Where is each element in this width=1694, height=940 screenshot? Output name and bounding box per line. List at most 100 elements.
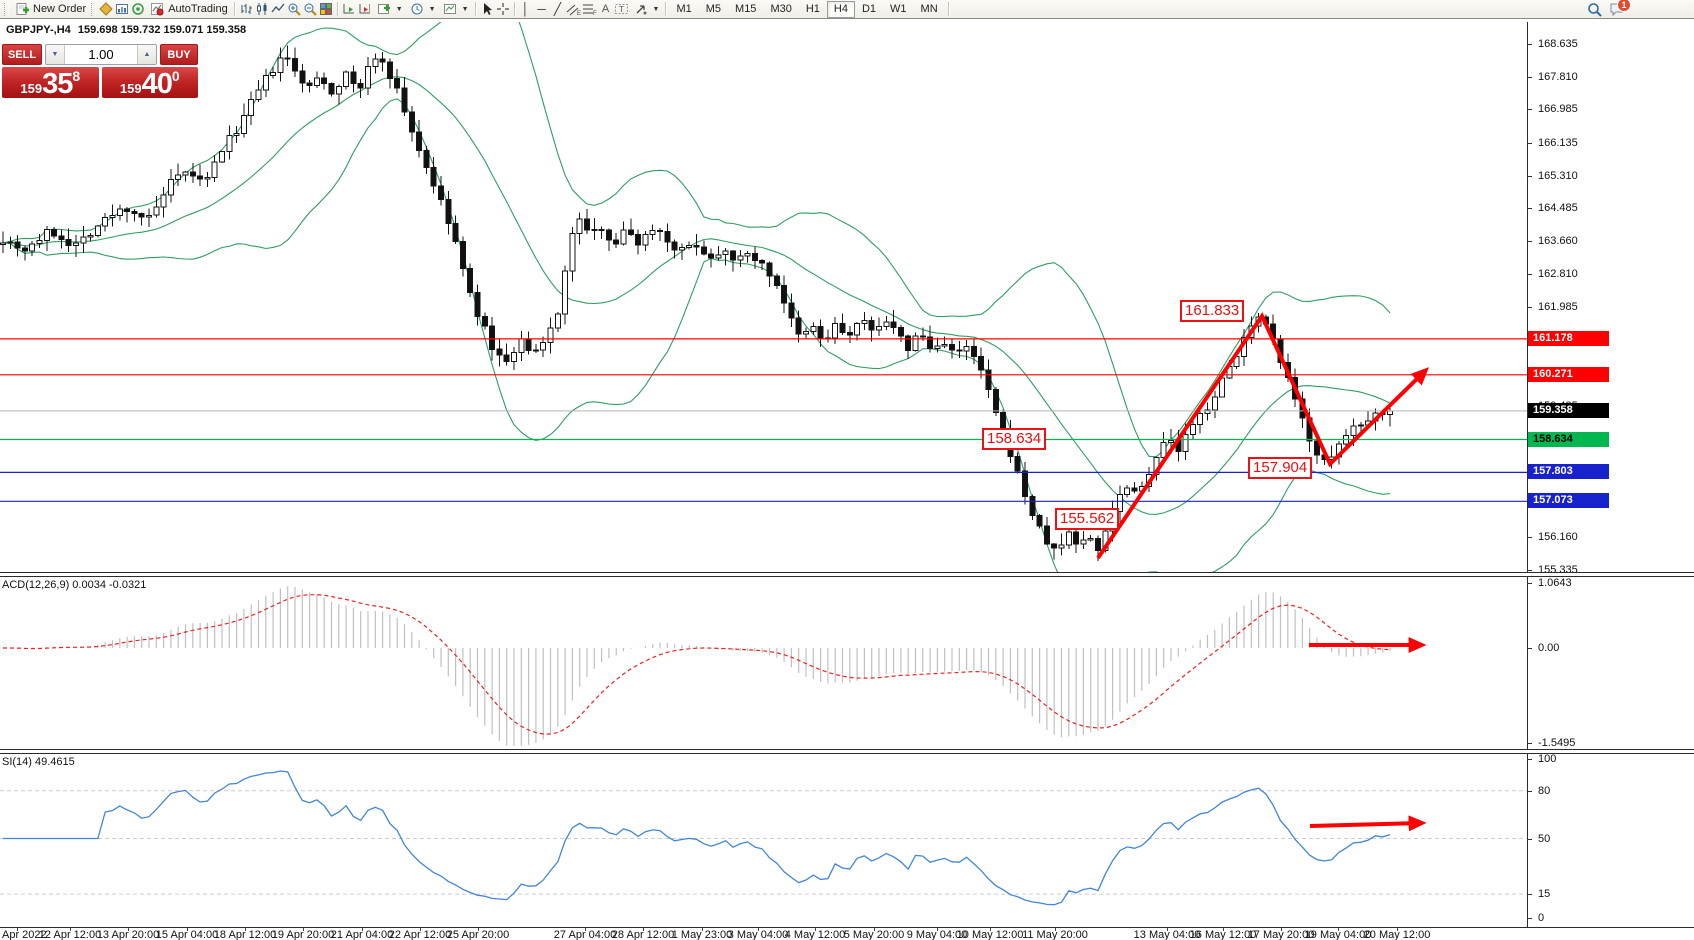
macd-histogram — [9, 586, 1391, 746]
bar-chart-icon[interactable] — [238, 2, 254, 17]
templates-button[interactable]: ▼ — [439, 1, 472, 18]
autotrading-button[interactable]: AutoTrading — [146, 1, 231, 18]
sell-button[interactable]: SELL — [2, 44, 42, 65]
timeframe-group: M1 M5 M15 M30 H1 H4 D1 W1 MN — [669, 0, 944, 18]
line-chart-icon[interactable] — [270, 2, 286, 17]
metaeditor-icon[interactable] — [98, 2, 114, 17]
time-axis-line — [0, 927, 1694, 928]
chart-shift-icon[interactable] — [357, 2, 373, 17]
lot-decrease-button[interactable]: ▼ — [46, 45, 65, 64]
tab-timeframe-M30[interactable]: M30 — [770, 2, 792, 15]
notifications-icon[interactable]: 1 — [1608, 0, 1631, 17]
fibonacci-tool-icon[interactable]: F — [582, 2, 598, 17]
time-axis-tickmark — [1223, 927, 1224, 931]
tab-timeframe-M15[interactable]: M15 — [735, 2, 757, 15]
arrows-tool-button[interactable]: ▼ — [630, 1, 663, 18]
tab-timeframe-M5[interactable]: M5 — [705, 2, 722, 15]
new-order-label: New Order — [33, 3, 87, 15]
buy-price-prefix: 159 — [119, 81, 142, 96]
horizontal-line-tool-icon[interactable]: ─ — [537, 2, 546, 16]
time-axis-tickmark — [643, 927, 644, 931]
sell-price-display[interactable]: 159 35 8 — [2, 67, 99, 99]
crosshair-icon[interactable] — [495, 2, 511, 17]
cursor-icon[interactable] — [479, 2, 495, 17]
vertical-line-tool-icon[interactable]: │ — [521, 2, 530, 16]
price-annotation-155.562[interactable]: 155.562 — [1055, 508, 1120, 530]
text-label-tool-icon[interactable]: T — [614, 2, 630, 17]
price-axis-tickmark — [1527, 570, 1532, 571]
tab-timeframe-M1[interactable]: M1 — [676, 2, 692, 15]
pane-separator-macd[interactable] — [0, 572, 1694, 577]
add-indicator-button[interactable]: ▼ — [373, 1, 406, 18]
time-axis-label: 15 Apr 04:00 — [155, 929, 219, 940]
buy-price-big: 40 — [141, 68, 173, 100]
buy-button[interactable]: BUY — [160, 44, 198, 65]
tile-windows-icon[interactable] — [318, 2, 334, 17]
time-axis-label: 13 May 04:00 — [1133, 929, 1201, 940]
text-tool-icon[interactable]: A — [601, 3, 610, 15]
macd-axis-tick: -1.5495 — [1538, 737, 1576, 749]
price-annotation-157.904[interactable]: 157.904 — [1248, 457, 1313, 479]
new-order-button[interactable]: New Order — [11, 1, 89, 18]
toolbar-separator — [947, 2, 949, 16]
zoom-in-icon[interactable] — [286, 2, 302, 17]
tab-timeframe-H1[interactable]: H1 — [805, 2, 820, 15]
search-icon[interactable] — [1586, 2, 1602, 17]
buy-price-display[interactable]: 159 40 0 — [101, 67, 198, 100]
signals-icon[interactable] — [130, 2, 146, 17]
price-badge-161.178: 161.178 — [1528, 331, 1609, 346]
tab-timeframe-W1[interactable]: W1 — [890, 2, 907, 15]
macd-indicator-label: ACD(12,26,9) 0.0034 -0.0321 — [2, 579, 147, 591]
price-badge-158.634: 158.634 — [1528, 432, 1609, 447]
toolbar-grip[interactable] — [91, 2, 97, 16]
rsi-axis-tick: 15 — [1538, 888, 1551, 900]
price-axis-tickmark — [1527, 109, 1532, 110]
price-axis-tickmark — [1527, 537, 1532, 538]
pane-separator-rsi[interactable] — [0, 749, 1694, 754]
equidistant-channel-tool-icon[interactable]: E — [566, 2, 582, 17]
zoom-out-icon[interactable] — [302, 2, 318, 17]
candlesticks[interactable] — [0, 45, 1393, 561]
time-axis-label: 21 Apr 04:00 — [330, 929, 394, 940]
tab-timeframe-D1[interactable]: D1 — [861, 2, 877, 15]
toolbar-separator — [513, 2, 515, 16]
time-axis-tickmark — [1397, 927, 1398, 931]
time-axis-tickmark — [303, 927, 304, 931]
rsi-axis-tick: 50 — [1538, 833, 1551, 845]
toolbar-grip[interactable] — [4, 2, 9, 16]
time-axis-tickmark — [874, 927, 875, 931]
symbol-period-label: GBPJPY-,H4 — [6, 24, 71, 36]
lot-size-value[interactable]: 1.00 — [88, 47, 114, 62]
candlestick-chart-icon[interactable] — [254, 2, 270, 17]
price-badge-157.073: 157.073 — [1528, 493, 1609, 508]
lot-increase-button[interactable]: ▲ — [137, 45, 156, 64]
time-axis-label: 9 May 04:00 — [906, 929, 968, 940]
trendline-tool-icon[interactable]: ╱ — [553, 2, 562, 16]
dropdown-caret-icon: ▼ — [395, 5, 403, 13]
time-axis-label: 4 May 12:00 — [784, 929, 846, 940]
time-axis-tickmark — [815, 927, 816, 931]
price-annotation-161.833[interactable]: 161.833 — [1180, 300, 1245, 322]
tab-timeframe-H4[interactable]: H4 — [826, 0, 855, 18]
tab-timeframe-MN[interactable]: MN — [920, 2, 938, 15]
periods-button[interactable]: ▼ — [406, 1, 439, 18]
profiles-icon[interactable] — [114, 2, 130, 17]
price-axis-tickmark — [1527, 307, 1532, 308]
time-axis-label: 5 May 20:00 — [843, 929, 905, 940]
time-axis-tickmark — [702, 927, 703, 931]
time-axis-tickmark — [187, 927, 188, 931]
chart-ohlc-header: GBPJPY-,H4 159.698 159.732 159.071 159.3… — [6, 24, 250, 36]
price-badge-160.271: 160.271 — [1528, 367, 1609, 382]
trend-zigzag-arrow[interactable] — [1096, 311, 1430, 560]
auto-scroll-icon[interactable] — [341, 2, 357, 17]
rsi-flat-arrow[interactable] — [1309, 815, 1427, 832]
price-axis-tickmark — [1527, 44, 1532, 45]
arrows-tool-icon — [633, 2, 649, 17]
periods-clock-icon — [409, 2, 425, 17]
price-annotation-158.634[interactable]: 158.634 — [982, 428, 1047, 450]
one-click-trading-panel: SELL ▼ 1.00 ▲ BUY 159 35 8 159 40 0 — [2, 44, 198, 100]
macd-pane — [3, 586, 1391, 746]
price-axis-tickmark — [1527, 176, 1532, 177]
